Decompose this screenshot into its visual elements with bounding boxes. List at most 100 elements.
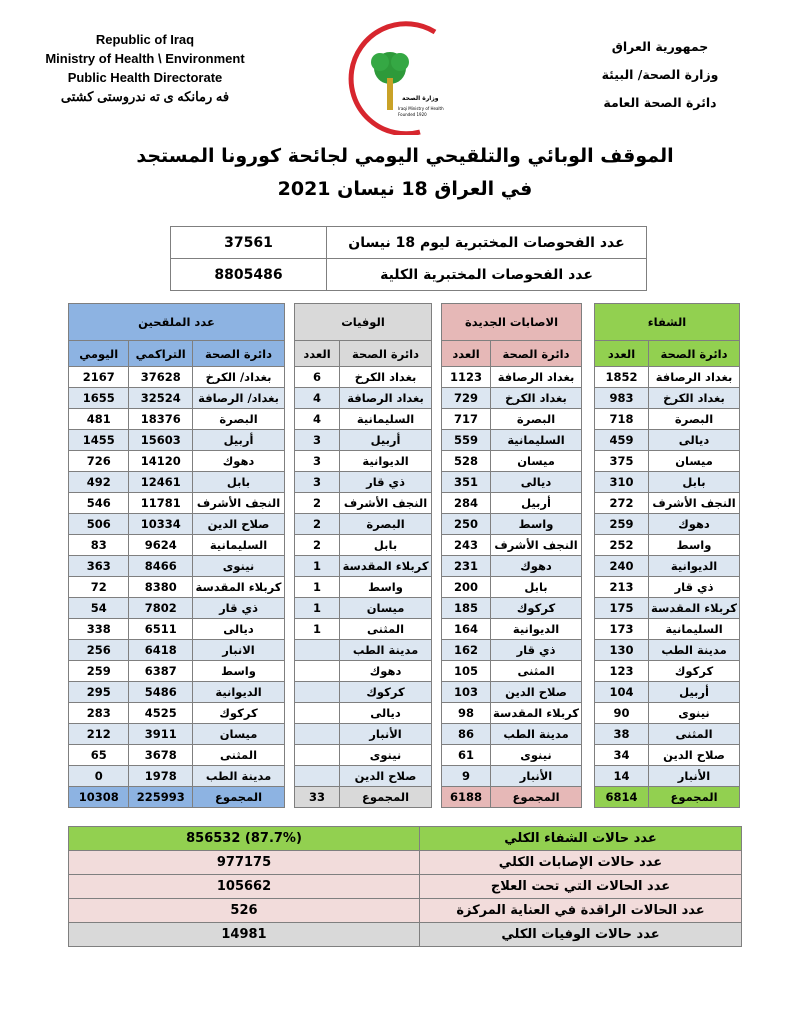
value-cell: 310 — [593, 471, 650, 493]
value-cell: 130 — [593, 639, 650, 661]
tests-row-total: عدد الفحوصات المختبرية الكلية 8805486 — [170, 258, 647, 291]
district-cell: النجف الأشرف — [648, 492, 740, 514]
district-cell: بغداد الرصافة — [339, 387, 432, 409]
value-cell: 12461 — [128, 471, 194, 493]
district-cell: كربلاء المقدسة — [192, 576, 285, 598]
value-cell: 1 — [293, 576, 341, 598]
tests-value: 37561 — [170, 226, 327, 259]
tests-label: عدد الفحوصات المختبرية ليوم 18 نيسان — [326, 226, 647, 259]
value-cell: 2 — [293, 492, 341, 514]
value-cell: 105 — [440, 660, 492, 682]
table-row: الانبار 6418 256 — [67, 639, 285, 661]
value-cell: 15603 — [128, 429, 194, 451]
value-cell: 2 — [293, 513, 341, 535]
district-cell: السليمانية — [490, 429, 582, 451]
value-cell — [293, 723, 341, 745]
district-cell: المثنى — [648, 723, 740, 745]
recovered-title: الشفاء — [594, 303, 740, 341]
district-cell: بغداد الكرخ — [490, 387, 582, 409]
value-cell: 90 — [593, 702, 650, 724]
table-row: بغداد الرصافة 1852 — [593, 366, 740, 388]
district-cell: المثنى — [490, 660, 582, 682]
table-row: السليمانية 9624 83 — [67, 534, 285, 556]
value-cell: 185 — [440, 597, 492, 619]
vaccinated-title: عدد الملقحين — [68, 303, 285, 341]
table-row: صلاح الدين 34 — [593, 744, 740, 766]
value-cell: 717 — [440, 408, 492, 430]
district-cell: البصرة — [490, 408, 582, 430]
district-cell: واسط — [490, 513, 582, 535]
total-value: 6814 — [593, 786, 650, 808]
table-row: واسط 250 — [440, 513, 582, 535]
value-cell: 175 — [593, 597, 650, 619]
table-row: السليمانية 4 — [293, 408, 432, 430]
value-cell: 4 — [293, 387, 341, 409]
total-label: المجموع — [339, 786, 432, 808]
column-header: دائرة الصحة — [339, 340, 432, 367]
vaccinated-table: عدد الملقحين دائرة الصحة التراكمي اليومي بغد… — [67, 303, 285, 808]
summary-row: عدد الحالات التي تحت العلاج 105662 — [68, 874, 742, 899]
value-cell: 9624 — [128, 534, 194, 556]
district-cell: السليمانية — [648, 618, 740, 640]
arabic-header: جمهورية العراق وزارة الصحة/ البيئة دائرة… — [570, 33, 750, 117]
deaths-table: الوفيات دائرة الصحة العدد بغداد الكرخ 6 بغداد… — [293, 303, 432, 808]
table-row: دهوك — [293, 660, 432, 682]
recovered-table: الشفاء دائرة الصحة العدد بغداد الرصافة 1852 ب… — [593, 303, 740, 808]
district-cell: صلاح الدين — [648, 744, 740, 766]
header-line: Republic of Iraq — [95, 32, 195, 47]
district-cell: بابل — [339, 534, 432, 556]
value-cell: 7802 — [128, 597, 194, 619]
value-cell: 718 — [593, 408, 650, 430]
total-row: المجموع 225993 10308 — [67, 786, 285, 808]
district-cell: السليمانية — [339, 408, 432, 430]
column-header: التراكمي — [128, 340, 194, 367]
table-row: كربلاء المقدسة 175 — [593, 597, 740, 619]
value-cell: 1852 — [593, 366, 650, 388]
table-row: دهوك 231 — [440, 555, 582, 577]
table-row: ديالى 459 — [593, 429, 740, 451]
value-cell: 9 — [440, 765, 492, 787]
value-cell — [293, 660, 341, 682]
table-row: كركوك 185 — [440, 597, 582, 619]
value-cell: 1455 — [67, 429, 130, 451]
value-cell: 363 — [67, 555, 130, 577]
district-cell: ميسان — [192, 723, 285, 745]
table-row: دهوك 259 — [593, 513, 740, 535]
total-label: المجموع — [490, 786, 582, 808]
table-row: ذي قار 3 — [293, 471, 432, 493]
value-cell: 295 — [67, 681, 130, 703]
summary-label: عدد الحالات التي تحت العلاج — [419, 874, 742, 899]
table-row: ذي قار 213 — [593, 576, 740, 598]
english-header: Republic of Iraq Ministry of Health \ En… — [20, 30, 270, 106]
tests-table: عدد الفحوصات المختبرية ليوم 18 نيسان 3756… — [170, 226, 647, 291]
value-cell: 32524 — [128, 387, 194, 409]
district-cell: الديوانية — [192, 681, 285, 703]
district-cell: نينوى — [339, 744, 432, 766]
district-cell: ديالى — [192, 618, 285, 640]
total-row: المجموع 6188 — [440, 786, 582, 808]
table-row: نينوى — [293, 744, 432, 766]
svg-text:Founded 1920: Founded 1920 — [398, 112, 427, 117]
table-row: واسط 1 — [293, 576, 432, 598]
district-cell: دهوك — [490, 555, 582, 577]
summary-label: عدد حالات الوفيات الكلي — [419, 922, 742, 947]
district-cell: صلاح الدين — [339, 765, 432, 787]
value-cell: 283 — [67, 702, 130, 724]
column-header: العدد — [293, 340, 341, 367]
district-cell: ديالى — [648, 429, 740, 451]
value-cell: 164 — [440, 618, 492, 640]
district-cell: الأنبار — [339, 723, 432, 745]
table-row: نينوى 8466 363 — [67, 555, 285, 577]
table-row: البصرة 2 — [293, 513, 432, 535]
table-row: ذي قار 7802 54 — [67, 597, 285, 619]
table-row: نينوى 61 — [440, 744, 582, 766]
value-cell — [293, 639, 341, 661]
value-cell: 546 — [67, 492, 130, 514]
total-row: المجموع 33 — [293, 786, 432, 808]
table-row: نينوى 90 — [593, 702, 740, 724]
table-row: بابل 310 — [593, 471, 740, 493]
district-cell: الأنبار — [648, 765, 740, 787]
table-row: أربيل 104 — [593, 681, 740, 703]
value-cell: 259 — [593, 513, 650, 535]
value-cell: 6387 — [128, 660, 194, 682]
